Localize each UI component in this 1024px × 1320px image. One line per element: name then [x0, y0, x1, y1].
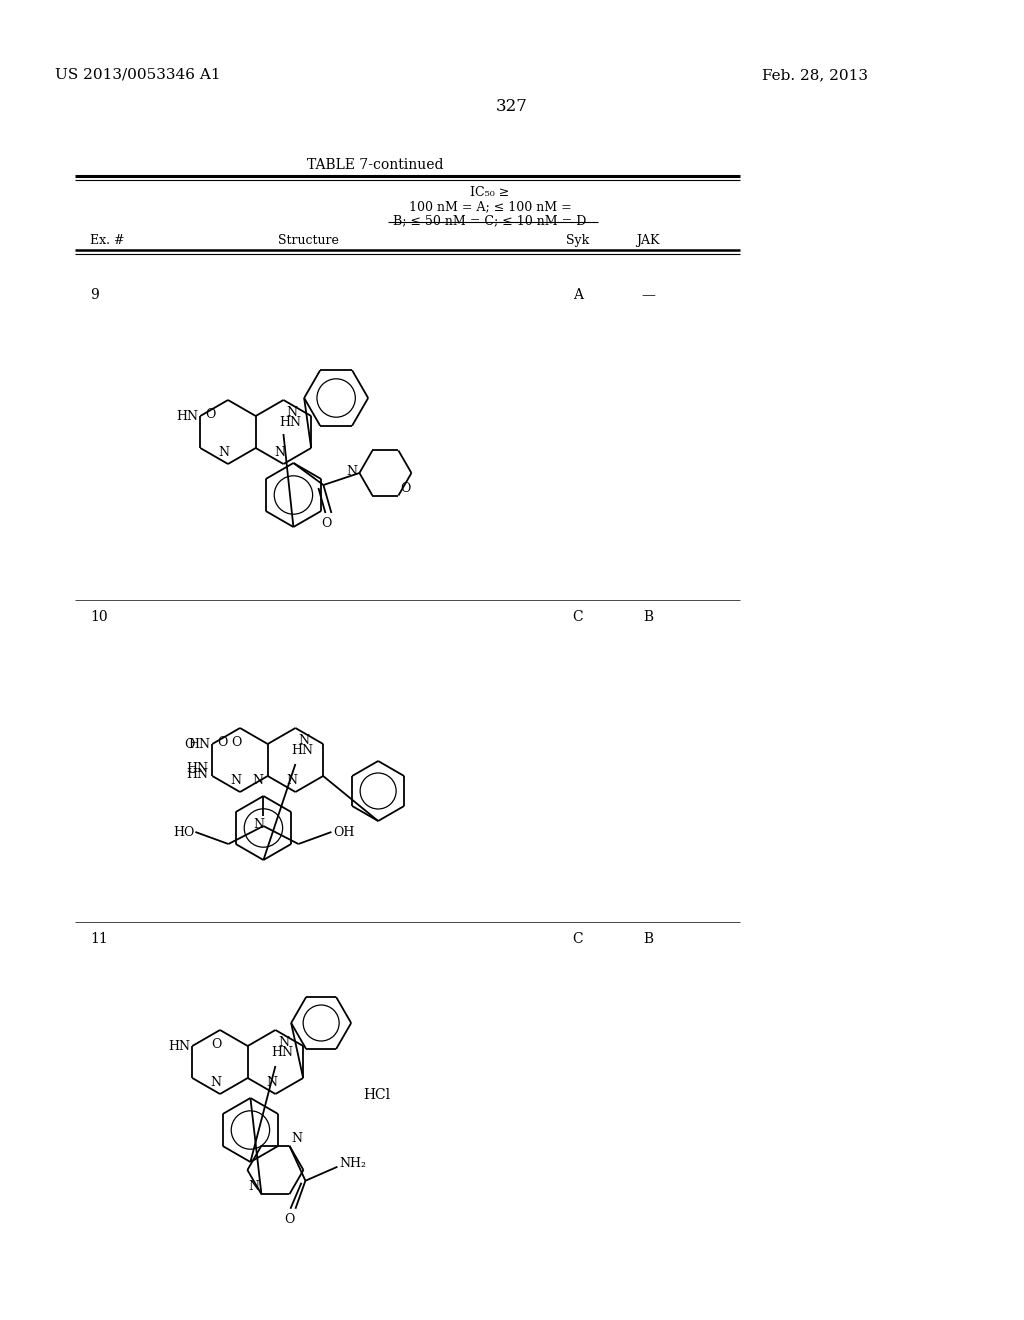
Text: N: N [252, 774, 263, 787]
Text: B: B [643, 932, 653, 946]
Text: O: O [217, 737, 227, 748]
Text: N: N [274, 446, 285, 459]
Text: Structure: Structure [278, 234, 339, 247]
Text: N: N [346, 465, 357, 478]
Text: HN: HN [292, 744, 313, 756]
Text: IC₅₀ ≥: IC₅₀ ≥ [470, 186, 510, 199]
Text: N: N [292, 1131, 302, 1144]
Text: O: O [184, 738, 195, 751]
Text: B; ≤ 50 nM = C; ≤ 10 nM = D: B; ≤ 50 nM = C; ≤ 10 nM = D [393, 214, 587, 227]
Text: NH₂: NH₂ [339, 1156, 367, 1170]
Text: —: — [641, 288, 655, 302]
Text: N: N [298, 734, 309, 747]
Text: O: O [322, 517, 332, 531]
Text: N: N [218, 446, 229, 459]
Text: N: N [287, 407, 297, 418]
Text: HN: HN [186, 762, 208, 775]
Text: O: O [211, 1038, 221, 1051]
Text: N: N [266, 1076, 276, 1089]
Text: OH: OH [334, 826, 354, 840]
Text: TABLE 7-continued: TABLE 7-continued [307, 158, 443, 172]
Text: HCl: HCl [364, 1088, 390, 1102]
Text: B: B [643, 610, 653, 624]
Text: HN: HN [186, 768, 208, 781]
Text: HN: HN [176, 411, 199, 422]
Text: N: N [211, 1076, 221, 1089]
Text: US 2013/0053346 A1: US 2013/0053346 A1 [55, 69, 220, 82]
Text: N: N [230, 774, 242, 787]
Text: O: O [285, 1213, 295, 1226]
Text: JAK: JAK [636, 234, 659, 247]
Text: Feb. 28, 2013: Feb. 28, 2013 [762, 69, 868, 82]
Text: HO: HO [173, 826, 195, 840]
Text: N: N [286, 774, 297, 787]
Text: N: N [248, 1180, 259, 1193]
Text: 100 nM = A; ≤ 100 nM =: 100 nM = A; ≤ 100 nM = [409, 201, 571, 213]
Text: O: O [205, 408, 215, 421]
Text: HN: HN [168, 1040, 190, 1053]
Text: C: C [572, 932, 584, 946]
Text: N: N [279, 1036, 290, 1049]
Text: Ex. #: Ex. # [90, 234, 125, 247]
Text: N: N [253, 818, 264, 832]
Text: 10: 10 [90, 610, 108, 624]
Text: HN: HN [271, 1045, 294, 1059]
Text: HN: HN [280, 416, 301, 429]
Text: O: O [400, 482, 411, 495]
Text: HN: HN [188, 738, 210, 751]
Text: 11: 11 [90, 932, 108, 946]
Text: C: C [572, 610, 584, 624]
Text: Syk: Syk [566, 234, 590, 247]
Text: A: A [573, 288, 583, 302]
Text: 327: 327 [496, 98, 528, 115]
Text: O: O [230, 737, 242, 748]
Text: 9: 9 [90, 288, 98, 302]
